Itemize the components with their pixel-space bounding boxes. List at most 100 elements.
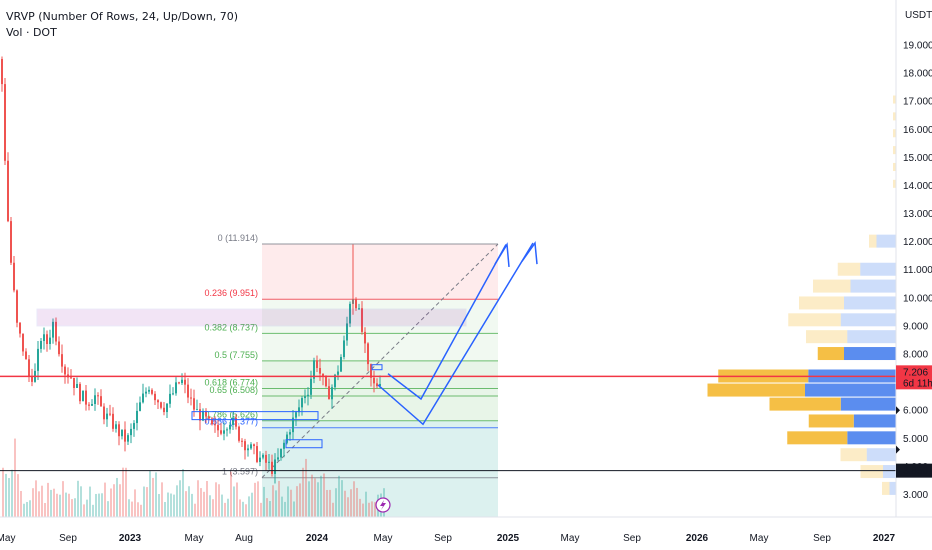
volume-profile-up <box>893 95 896 104</box>
price-tick-label: 18.000 <box>903 69 932 80</box>
volume-bar <box>17 474 19 517</box>
volume-bar <box>8 478 10 517</box>
volume-bar <box>215 482 217 517</box>
volume-profile-up <box>866 448 896 462</box>
candle-body <box>295 412 297 418</box>
candle-body <box>238 426 240 441</box>
volume-bar <box>74 498 76 517</box>
price-tick-label: 6.000 <box>903 406 928 417</box>
volume-bar <box>308 481 310 517</box>
volume-bar <box>98 493 100 517</box>
time-tick-label: May <box>185 533 204 544</box>
volume-bar <box>263 486 265 517</box>
volume-bar <box>257 481 259 517</box>
candle-body <box>61 354 63 367</box>
countdown-label: 6d 11h <box>903 378 932 389</box>
volume-bar <box>59 494 61 517</box>
candle-body <box>340 357 342 372</box>
demand-box <box>285 439 323 449</box>
volume-bar <box>251 492 253 517</box>
fib-level-label: 0.236 (9.951) <box>204 288 258 298</box>
time-tick-label: Sep <box>434 533 452 544</box>
candle-body <box>139 402 141 411</box>
current-price-label: 7.206 <box>903 367 928 378</box>
candle-body <box>196 409 198 411</box>
candle-body <box>268 461 270 463</box>
projection-arrowhead <box>521 240 538 265</box>
volume-bar <box>314 478 316 517</box>
volume-profile-up <box>847 431 896 445</box>
candle-body <box>145 391 147 394</box>
volume-bar <box>164 501 166 517</box>
volume-profile-up <box>840 313 896 327</box>
volume-bar <box>41 485 43 517</box>
volume-bar <box>143 486 145 517</box>
volume-bar <box>194 503 196 517</box>
volume-bar <box>332 502 334 517</box>
candle-body <box>373 377 375 384</box>
candle-body <box>178 382 180 384</box>
price-tick-label: 12.000 <box>903 237 932 248</box>
volume-profile-down <box>860 465 883 479</box>
candle-body <box>289 432 291 435</box>
candle-body <box>157 400 159 403</box>
candle-body <box>343 340 345 358</box>
candle-body <box>241 440 243 442</box>
volume-bar <box>191 493 193 517</box>
candle-body <box>28 359 30 377</box>
marker-box <box>371 364 383 371</box>
candle-body <box>187 384 189 398</box>
candle-body <box>7 160 9 222</box>
volume-bar <box>365 491 367 517</box>
volume-bar <box>53 488 55 517</box>
fib-level-label: 1 (3.597) <box>222 467 258 477</box>
candle-body <box>79 383 81 402</box>
candle-body <box>91 404 93 406</box>
candle-body <box>199 409 201 421</box>
volume-bar <box>62 481 64 517</box>
candle-body <box>367 343 369 365</box>
volume-bar <box>29 500 31 517</box>
volume-bar <box>161 482 163 517</box>
volume-bar <box>206 481 208 517</box>
candle-body <box>301 398 303 408</box>
candle-body <box>112 413 114 429</box>
candle-body <box>73 377 75 388</box>
time-tick-label: 2025 <box>497 533 520 544</box>
volume-profile-down <box>769 397 841 411</box>
price-tick-label: 13.000 <box>903 209 932 220</box>
candle-body <box>283 442 285 449</box>
candle-body <box>376 383 378 387</box>
volume-bar <box>359 498 361 517</box>
volume-bar <box>152 477 154 517</box>
candle-body <box>31 376 33 382</box>
volume-bar <box>116 477 118 517</box>
price-tick-label: 15.000 <box>903 153 932 164</box>
volume-bar <box>107 501 109 517</box>
candle-body <box>136 410 138 424</box>
volume-bar <box>356 487 358 517</box>
volume-profile-down <box>806 330 848 344</box>
volume-bar <box>284 501 286 517</box>
volume-bar <box>128 499 130 517</box>
volume-profile-up <box>840 397 896 411</box>
candle-body <box>313 360 315 379</box>
volume-bar <box>302 467 304 517</box>
candle-body <box>364 331 366 344</box>
fib-level-label: 0.618 (6.774) <box>204 377 258 387</box>
volume-legend[interactable]: Vol · DOT <box>6 26 57 39</box>
candle-body <box>337 371 339 375</box>
volume-bar <box>245 504 247 517</box>
projection-path-upper <box>377 242 534 426</box>
volume-bar <box>233 486 235 517</box>
axis-marker-icon <box>896 445 900 454</box>
volume-bar <box>173 494 175 517</box>
indicator-legend[interactable]: VRVP (Number Of Rows, 24, Up/Down, 70) <box>6 10 239 23</box>
candle-body <box>172 393 174 395</box>
candle-body <box>232 417 234 425</box>
volume-profile-up <box>893 146 896 155</box>
volume-bar <box>317 482 319 517</box>
candle-body <box>163 407 165 413</box>
fib-zone-red <box>262 244 498 300</box>
